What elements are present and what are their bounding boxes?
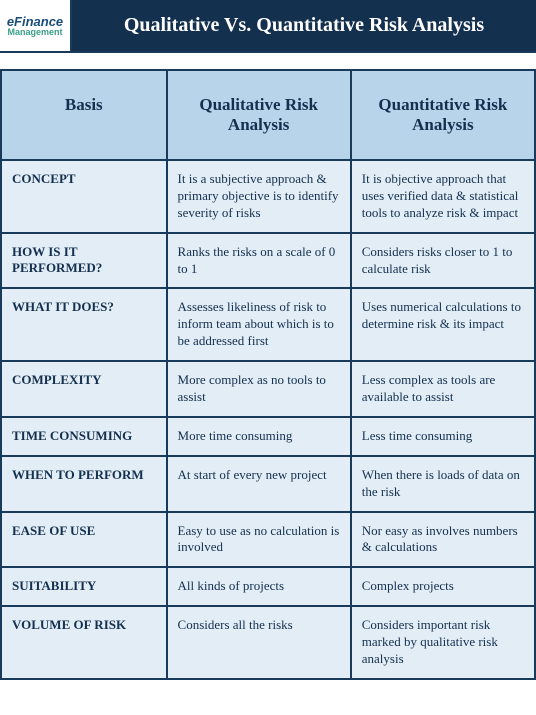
basis-cell: WHAT IT DOES? xyxy=(1,288,167,361)
basis-cell: HOW IS IT PERFORMED? xyxy=(1,233,167,289)
quantitative-cell: Less time consuming xyxy=(351,417,535,456)
logo-line1: eFinance xyxy=(7,15,63,28)
logo: eFinance Management xyxy=(0,0,70,51)
basis-cell: WHEN TO PERFORM xyxy=(1,456,167,512)
basis-cell: TIME CONSUMING xyxy=(1,417,167,456)
quantitative-cell: Considers important risk marked by quali… xyxy=(351,606,535,679)
col-quantitative: Quantitative Risk Analysis xyxy=(351,70,535,160)
basis-cell: VOLUME OF RISK xyxy=(1,606,167,679)
table-row: HOW IS IT PERFORMED?Ranks the risks on a… xyxy=(1,233,535,289)
table-header-row: Basis Qualitative Risk Analysis Quantita… xyxy=(1,70,535,160)
table-row: WHAT IT DOES?Assesses likeliness of risk… xyxy=(1,288,535,361)
table-row: EASE OF USEEasy to use as no calculation… xyxy=(1,512,535,568)
col-qualitative: Qualitative Risk Analysis xyxy=(167,70,351,160)
page: eFinance Management Qualitative Vs. Quan… xyxy=(0,0,536,680)
quantitative-cell: It is objective approach that uses verif… xyxy=(351,160,535,233)
qualitative-cell: All kinds of projects xyxy=(167,567,351,606)
basis-cell: COMPLEXITY xyxy=(1,361,167,417)
quantitative-cell: Uses numerical calculations to determine… xyxy=(351,288,535,361)
table-row: WHEN TO PERFORMAt start of every new pro… xyxy=(1,456,535,512)
qualitative-cell: More time consuming xyxy=(167,417,351,456)
header-gap xyxy=(0,53,536,69)
comparison-table: Basis Qualitative Risk Analysis Quantita… xyxy=(0,69,536,680)
table-row: CONCEPTIt is a subjective approach & pri… xyxy=(1,160,535,233)
qualitative-cell: Considers all the risks xyxy=(167,606,351,679)
qualitative-cell: Ranks the risks on a scale of 0 to 1 xyxy=(167,233,351,289)
qualitative-cell: At start of every new project xyxy=(167,456,351,512)
quantitative-cell: Complex projects xyxy=(351,567,535,606)
basis-cell: CONCEPT xyxy=(1,160,167,233)
qualitative-cell: Assesses likeliness of risk to inform te… xyxy=(167,288,351,361)
header: eFinance Management Qualitative Vs. Quan… xyxy=(0,0,536,53)
logo-line2: Management xyxy=(7,28,62,37)
table-row: VOLUME OF RISKConsiders all the risksCon… xyxy=(1,606,535,679)
page-title: Qualitative Vs. Quantitative Risk Analys… xyxy=(70,0,536,51)
quantitative-cell: Nor easy as involves numbers & calculati… xyxy=(351,512,535,568)
quantitative-cell: Considers risks closer to 1 to calculate… xyxy=(351,233,535,289)
qualitative-cell: It is a subjective approach & primary ob… xyxy=(167,160,351,233)
quantitative-cell: Less complex as tools are available to a… xyxy=(351,361,535,417)
quantitative-cell: When there is loads of data on the risk xyxy=(351,456,535,512)
basis-cell: EASE OF USE xyxy=(1,512,167,568)
basis-cell: SUITABILITY xyxy=(1,567,167,606)
qualitative-cell: More complex as no tools to assist xyxy=(167,361,351,417)
table-row: TIME CONSUMINGMore time consumingLess ti… xyxy=(1,417,535,456)
table-row: SUITABILITYAll kinds of projectsComplex … xyxy=(1,567,535,606)
col-basis: Basis xyxy=(1,70,167,160)
qualitative-cell: Easy to use as no calculation is involve… xyxy=(167,512,351,568)
table-row: COMPLEXITYMore complex as no tools to as… xyxy=(1,361,535,417)
